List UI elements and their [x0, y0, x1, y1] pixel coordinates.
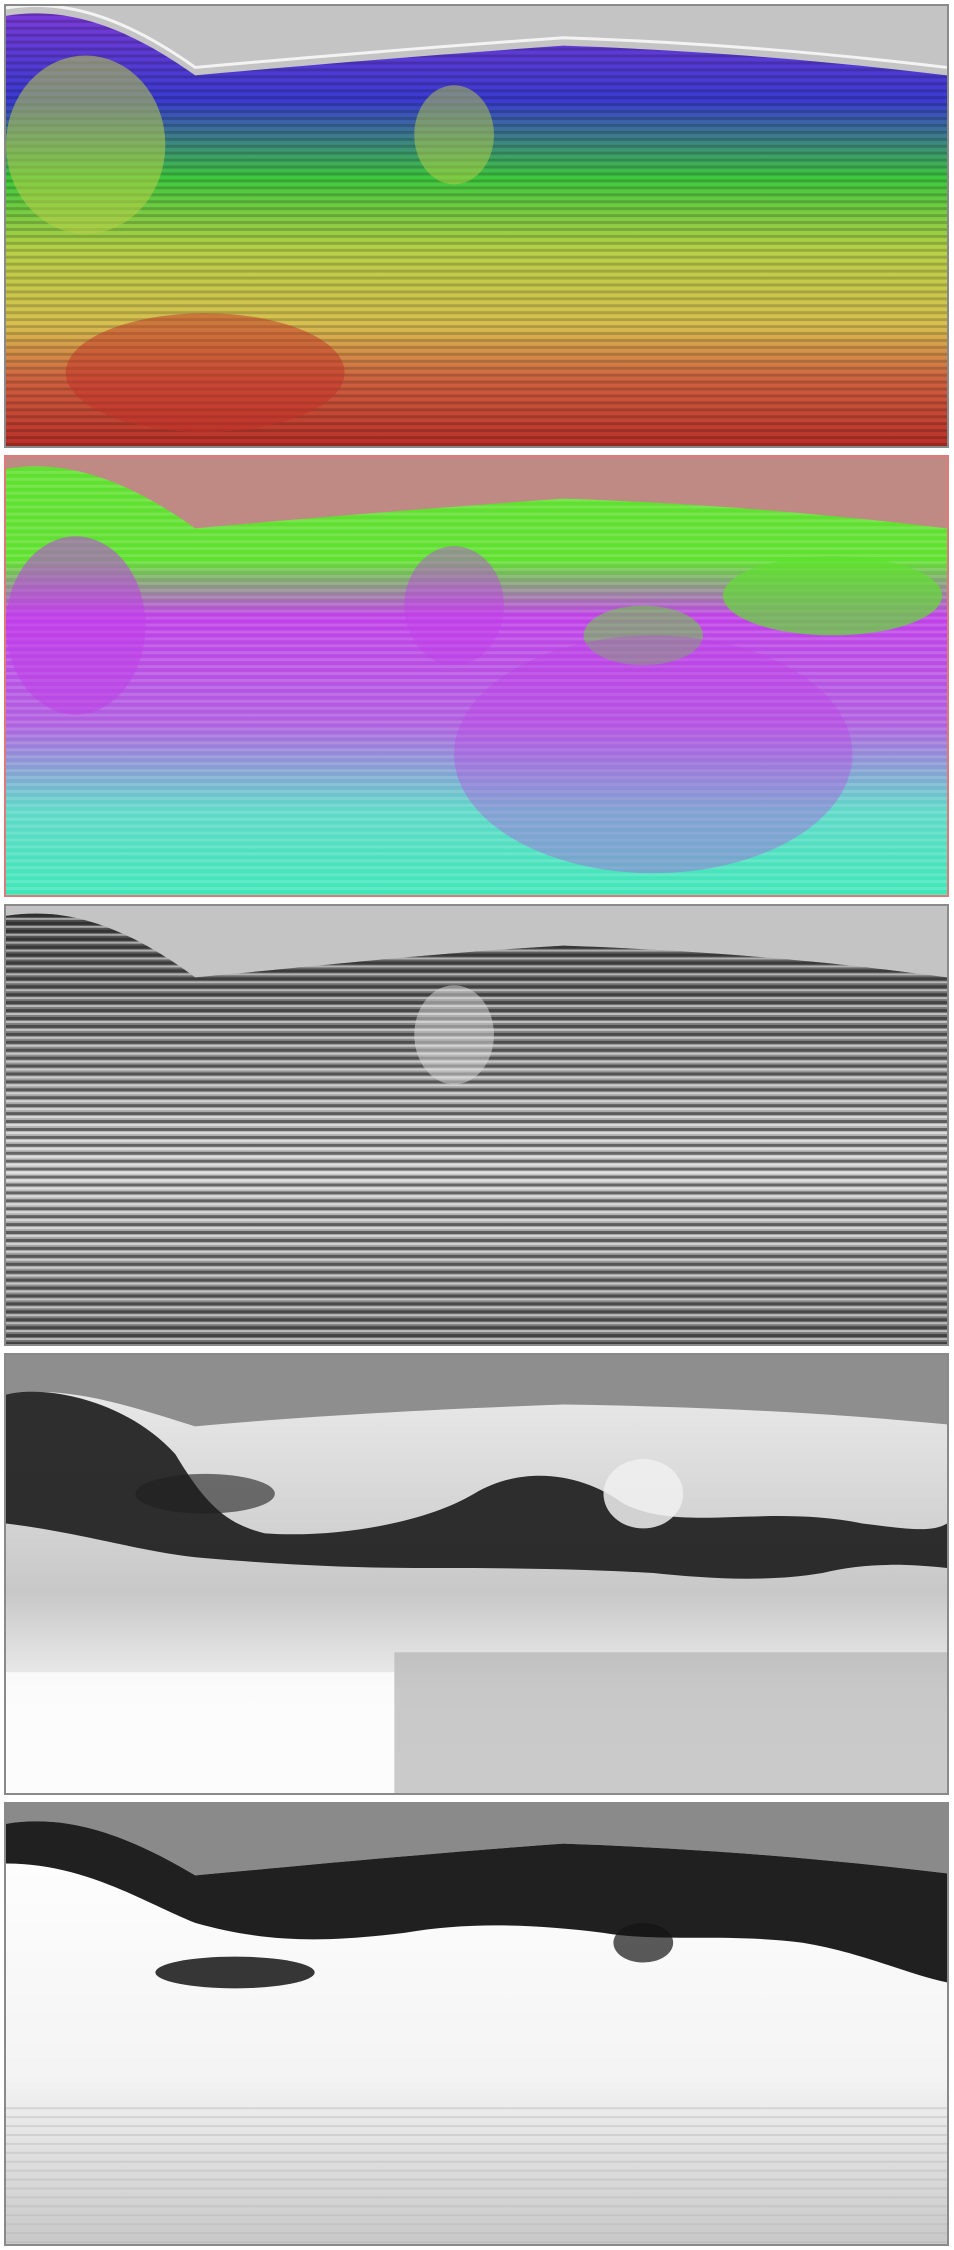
- seismic-panel-grayscale: [4, 904, 949, 1346]
- seismic-panel-probability-2: [4, 1802, 949, 2246]
- seismic-image-probability-1: [6, 1355, 947, 1793]
- seismic-image-grayscale: [6, 906, 947, 1344]
- seismic-image-probability-2: [6, 1804, 947, 2244]
- seismic-panel-probability-1: [4, 1353, 949, 1795]
- seismic-image-magenta: [6, 457, 947, 895]
- seismic-panel-magenta: [4, 455, 949, 897]
- seismic-image-rainbow: [6, 6, 947, 446]
- seismic-panel-rainbow: [4, 4, 949, 448]
